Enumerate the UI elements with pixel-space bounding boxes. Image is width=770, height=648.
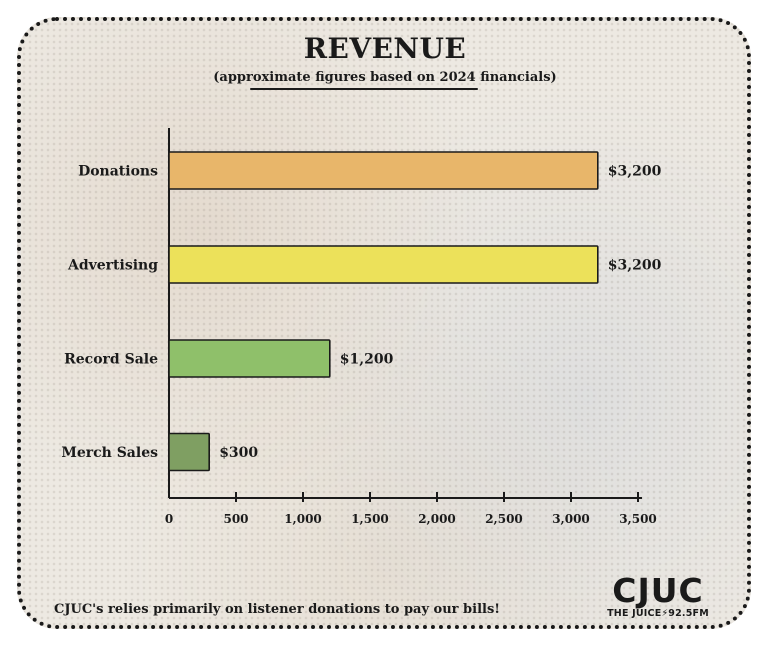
category-label: Record Sale <box>64 352 158 368</box>
chart-title: REVENUE <box>303 32 467 65</box>
x-tick-label: 3,500 <box>619 512 657 526</box>
x-tick-label: 500 <box>223 512 248 526</box>
logo-wordmark: CJUC <box>612 571 704 610</box>
value-label: $3,200 <box>608 258 662 274</box>
subtitle-underline <box>250 88 478 90</box>
x-tick-label: 2,500 <box>485 512 523 526</box>
x-tick-label: 1,000 <box>284 512 322 526</box>
value-label: $1,200 <box>340 352 394 368</box>
x-tick-label: 3,000 <box>552 512 590 526</box>
bar-record-sale <box>168 339 331 378</box>
x-tick-label: 1,500 <box>351 512 389 526</box>
logo-tagline: THE JUICE⚡92.5FM <box>607 608 709 619</box>
value-label: $300 <box>219 445 258 461</box>
chart-subtitle: (approximate figures based on 2024 finan… <box>213 70 557 85</box>
value-label: $3,200 <box>608 164 662 180</box>
chart-card <box>17 17 751 629</box>
x-tick-label: 0 <box>165 512 173 526</box>
bar-donations <box>168 151 599 190</box>
category-label: Donations <box>78 164 158 180</box>
bar-advertising <box>168 245 599 284</box>
station-logo: CJUC THE JUICE⚡92.5FM <box>598 574 718 620</box>
category-label: Merch Sales <box>61 445 158 461</box>
bar-merch-sales <box>168 432 211 472</box>
category-label: Advertising <box>67 258 158 274</box>
x-tick-label: 2,000 <box>418 512 456 526</box>
footnote: CJUC's relies primarily on listener dona… <box>54 602 500 617</box>
